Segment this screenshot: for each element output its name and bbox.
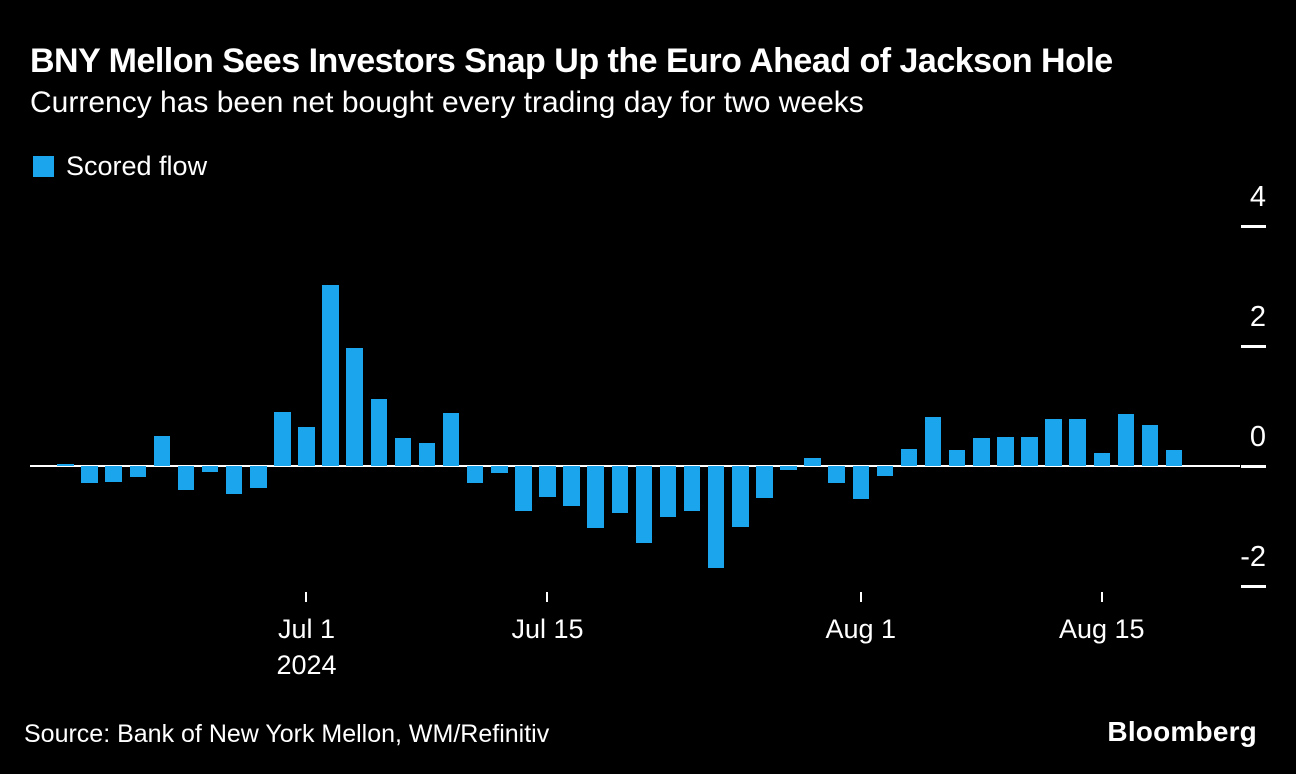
bar (81, 466, 98, 483)
bar (707, 466, 725, 568)
bar (129, 466, 147, 477)
source-text: Source: Bank of New York Mellon, WM/Refi… (24, 720, 550, 748)
y-axis-label: 4 (1249, 181, 1266, 213)
bar (1045, 419, 1062, 466)
zero-line (30, 465, 1240, 467)
chart-title: BNY Mellon Sees Investors Snap Up the Eu… (30, 42, 1113, 80)
legend-label: Scored flow (66, 151, 208, 181)
y-axis-tick (1241, 345, 1266, 348)
bar (948, 449, 966, 466)
bar (852, 466, 870, 499)
bar (1141, 424, 1159, 466)
bar (780, 466, 797, 470)
y-axis-label: -2 (1240, 541, 1266, 573)
bar (732, 466, 749, 528)
bar (201, 466, 219, 472)
x-axis-tick (305, 592, 308, 602)
bar (442, 412, 460, 466)
bar (515, 466, 532, 511)
x-axis-tick (1100, 592, 1103, 602)
x-axis-label: Jul 1 (277, 614, 335, 644)
bar (924, 416, 942, 466)
bar (153, 436, 171, 466)
legend: Scored flow (33, 151, 207, 182)
x-axis-tick (546, 592, 549, 602)
bar (322, 284, 339, 466)
x-axis-label: Aug 1 (825, 614, 897, 644)
y-axis-tick (1241, 225, 1266, 228)
y-axis-tick (1241, 585, 1266, 588)
bar (973, 437, 990, 466)
bar (635, 466, 653, 544)
bar (370, 399, 388, 466)
bar (274, 412, 291, 466)
bar (346, 347, 363, 466)
bar (1021, 436, 1038, 466)
bar (659, 466, 677, 517)
bar (250, 466, 267, 489)
bar (394, 438, 412, 466)
y-axis-label: 2 (1249, 301, 1266, 333)
bar (804, 457, 821, 466)
bar (611, 466, 629, 514)
bar (539, 466, 556, 497)
bar (225, 466, 243, 495)
bloomberg-logo: Bloomberg (1107, 716, 1257, 747)
x-axis-year-label: 2024 (276, 650, 337, 680)
bar (418, 442, 436, 466)
bar (997, 437, 1014, 466)
bar (876, 466, 894, 477)
legend-swatch-icon (33, 156, 54, 177)
bar (177, 466, 195, 490)
bar (587, 466, 604, 529)
x-axis: Jul 1 2024 Jul 15 Aug 1 Aug 15 (30, 586, 1240, 696)
plot-area (30, 226, 1240, 586)
bar (1117, 414, 1135, 466)
bar (828, 466, 845, 484)
bar (466, 466, 484, 484)
y-axis-label: 0 (1249, 421, 1266, 453)
bar (900, 449, 918, 466)
x-axis-label: Jul 15 (511, 614, 584, 644)
bar (57, 464, 74, 466)
bar (683, 466, 701, 511)
bar (298, 427, 315, 466)
x-axis-label: Aug 15 (1058, 614, 1145, 644)
bar (1069, 419, 1086, 466)
chart-subtitle: Currency has been net bought every tradi… (30, 86, 864, 119)
bar (1093, 453, 1111, 466)
x-axis-tick (859, 592, 862, 602)
bar (756, 466, 773, 498)
bar (491, 466, 508, 473)
bar (105, 466, 122, 482)
y-axis-tick (1241, 465, 1266, 468)
bar (563, 466, 580, 507)
bar (1165, 449, 1183, 466)
